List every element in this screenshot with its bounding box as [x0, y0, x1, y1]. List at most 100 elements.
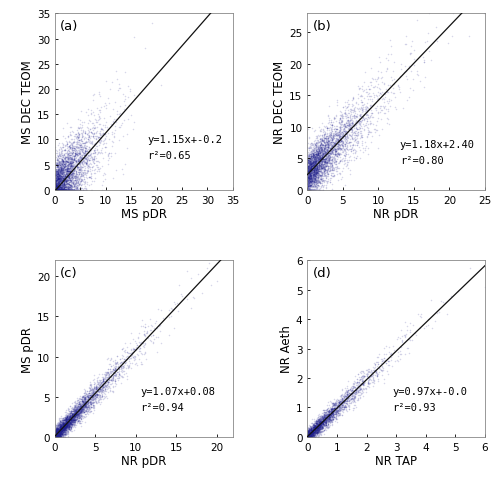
Point	[329, 411, 337, 419]
Point	[304, 433, 312, 441]
Point	[78, 399, 86, 407]
Point	[314, 154, 322, 161]
Point	[67, 415, 75, 423]
Point	[310, 169, 318, 177]
Point	[314, 433, 322, 441]
Point	[53, 433, 61, 441]
Point	[55, 187, 63, 194]
Point	[64, 166, 72, 173]
Point	[61, 422, 69, 430]
Point	[56, 180, 64, 188]
Point	[304, 433, 312, 441]
Point	[360, 87, 368, 95]
Point	[58, 154, 66, 161]
Point	[90, 159, 98, 167]
Point	[59, 181, 67, 189]
Point	[56, 420, 64, 428]
Point	[314, 150, 322, 158]
Point	[81, 396, 89, 404]
Point	[316, 156, 324, 163]
Point	[344, 391, 352, 398]
Point	[314, 137, 322, 145]
Point	[149, 332, 157, 339]
Point	[64, 167, 72, 174]
Point	[59, 423, 67, 431]
Point	[81, 392, 89, 399]
Point	[304, 168, 312, 176]
Point	[304, 174, 312, 181]
Point	[56, 432, 64, 439]
Point	[52, 428, 60, 436]
Point	[322, 151, 330, 158]
Point	[310, 146, 318, 154]
Point	[62, 429, 70, 436]
Point	[348, 394, 356, 402]
Point	[74, 396, 82, 404]
Point	[338, 400, 346, 408]
Point	[322, 416, 330, 424]
Point	[310, 163, 318, 170]
Point	[70, 415, 78, 423]
Point	[62, 420, 70, 428]
Point	[59, 430, 67, 437]
Point	[348, 146, 356, 154]
Point	[74, 151, 82, 158]
Point	[318, 153, 326, 161]
Point	[309, 178, 317, 185]
Point	[326, 146, 334, 154]
Point	[324, 408, 332, 416]
Point	[320, 168, 328, 175]
Point	[56, 175, 64, 183]
Point	[323, 412, 331, 420]
Point	[53, 429, 61, 436]
Point	[65, 185, 73, 193]
Point	[304, 433, 312, 441]
Point	[52, 433, 60, 441]
Point	[347, 395, 355, 403]
Point	[387, 356, 395, 364]
Point	[338, 401, 346, 409]
Point	[355, 118, 363, 125]
Point	[66, 187, 74, 194]
Point	[346, 121, 354, 129]
Point	[320, 144, 328, 151]
Point	[308, 160, 316, 168]
Point	[66, 170, 74, 178]
Point	[52, 428, 60, 435]
Point	[317, 420, 325, 428]
Point	[65, 187, 73, 194]
Point	[328, 399, 336, 407]
Point	[68, 187, 76, 194]
Point	[104, 365, 112, 373]
Point	[70, 408, 78, 416]
Point	[76, 187, 84, 194]
Point	[65, 177, 73, 184]
Point	[52, 433, 60, 441]
Point	[66, 165, 74, 172]
Point	[57, 429, 65, 437]
Point	[67, 187, 75, 194]
Point	[314, 183, 322, 191]
Point	[307, 432, 315, 439]
Point	[406, 50, 414, 58]
Point	[308, 166, 316, 174]
Point	[326, 397, 334, 405]
Point	[342, 136, 350, 144]
Point	[57, 427, 65, 434]
Point	[111, 377, 119, 385]
Point	[306, 187, 314, 194]
Point	[60, 160, 68, 168]
Point	[56, 431, 64, 438]
Point	[68, 417, 76, 425]
Point	[350, 383, 358, 391]
Point	[51, 426, 59, 434]
Point	[310, 426, 318, 434]
Point	[72, 403, 80, 411]
Point	[58, 185, 66, 192]
Point	[312, 422, 320, 430]
Point	[56, 167, 64, 174]
Point	[84, 406, 92, 413]
Point	[64, 415, 72, 423]
Point	[53, 182, 61, 190]
Point	[60, 422, 68, 430]
